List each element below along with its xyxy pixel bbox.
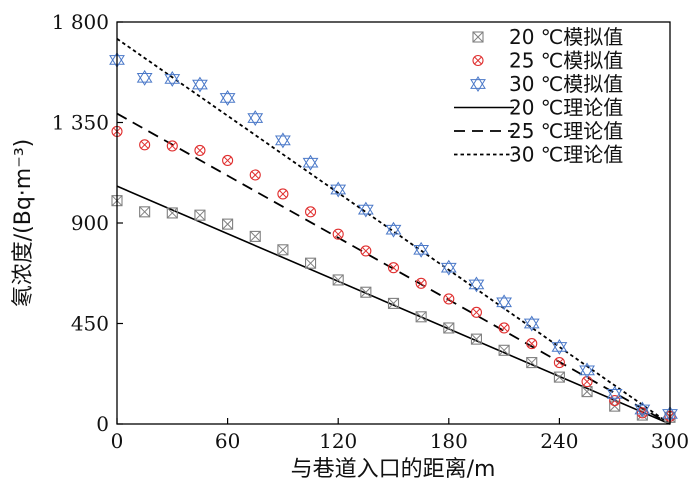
sim-point-0-14	[498, 344, 510, 356]
sim-point-1-2	[166, 140, 178, 152]
legend-label-4: 25 ℃理论值	[509, 119, 623, 143]
y-tick-label-3: 1 350	[52, 111, 109, 135]
x-tick-label-4: 240	[540, 429, 578, 453]
sim-point-0-10	[387, 297, 400, 309]
theory-line-2	[116, 38, 671, 425]
legend-marker-0	[472, 31, 484, 43]
sim-point-2-2	[164, 70, 181, 87]
sim-point-0-5	[249, 230, 261, 242]
sim-point-2-9	[357, 201, 374, 218]
legend-label-0: 20 ℃模拟值	[509, 25, 623, 49]
x-tick-label-5: 300	[651, 429, 689, 453]
sim-point-0-18	[609, 400, 621, 412]
sim-point-2-16	[551, 338, 568, 355]
legend-label-2: 30 ℃模拟值	[509, 72, 623, 96]
sim-point-1-13	[470, 306, 483, 318]
sim-point-2-17	[579, 362, 595, 379]
sim-point-2-6	[275, 132, 291, 149]
sim-point-0-16	[553, 371, 565, 383]
legend-marker-2	[470, 76, 486, 92]
y-tick-label-4: 1 800	[52, 10, 109, 34]
sim-point-1-7	[304, 206, 317, 218]
sim-point-2-7	[302, 154, 319, 171]
sim-point-0-7	[304, 257, 317, 269]
sim-point-1-1	[139, 139, 151, 151]
sim-point-0-4	[222, 218, 234, 230]
y-axis-label: 氡浓度/(Bq·m⁻³)	[11, 139, 36, 308]
sim-point-2-11	[413, 241, 430, 258]
sim-point-2-12	[440, 259, 457, 276]
sim-point-1-9	[360, 245, 372, 257]
simulated-points	[109, 52, 678, 423]
y-tick-label-0: 0	[96, 412, 109, 436]
y-axis-ticks: 0 450 900 1 350 1 800	[52, 10, 123, 436]
sim-point-1-10	[387, 262, 400, 274]
theory-line-1	[116, 112, 671, 425]
sim-point-2-18	[606, 385, 623, 402]
sim-point-0-8	[332, 274, 344, 286]
sim-point-1-12	[443, 293, 455, 305]
sim-point-0-15	[526, 357, 538, 369]
sim-point-0-9	[360, 286, 372, 298]
x-tick-label-1: 60	[215, 429, 240, 453]
legend-label-5: 30 ℃理论值	[509, 143, 623, 167]
sim-point-0-12	[443, 322, 455, 334]
sim-point-0-6	[277, 244, 289, 256]
theory-line-0	[116, 185, 671, 425]
sim-point-1-15	[526, 338, 538, 350]
x-axis-label: 与巷道入口的距离/m	[291, 457, 496, 482]
sim-point-1-3	[194, 144, 206, 156]
legend-label-3: 20 ℃理论值	[509, 96, 623, 120]
x-tick-label-2: 120	[319, 429, 357, 453]
x-tick-label-0: 0	[111, 429, 124, 453]
sim-point-2-8	[330, 181, 347, 198]
sim-point-2-19	[634, 401, 651, 418]
sim-point-1-19	[636, 407, 648, 419]
sim-point-2-3	[192, 76, 208, 93]
sim-point-1-8	[332, 228, 344, 240]
sim-point-1-14	[498, 322, 510, 334]
sim-point-1-6	[277, 188, 289, 200]
sim-point-2-5	[247, 110, 264, 126]
sim-point-2-14	[496, 294, 512, 311]
sim-point-2-13	[468, 276, 485, 293]
sim-point-0-11	[415, 311, 427, 323]
sim-point-1-5	[249, 169, 261, 181]
sim-point-2-4	[219, 89, 236, 106]
sim-point-0-13	[470, 333, 483, 345]
x-tick-label-3: 180	[430, 429, 468, 453]
sim-point-1-4	[222, 154, 234, 167]
legend-label-1: 25 ℃模拟值	[509, 49, 623, 73]
sim-point-2-1	[136, 69, 153, 86]
y-tick-label-2: 900	[71, 211, 109, 235]
sim-point-0-2	[166, 207, 178, 219]
sim-point-2-15	[523, 315, 540, 332]
sim-point-2-10	[385, 221, 402, 238]
x-axis-ticks: 0 60 120 180 240 300	[111, 418, 689, 453]
theoretical-lines	[116, 38, 671, 425]
legend-marker-1	[472, 54, 484, 67]
sim-point-0-1	[139, 206, 151, 218]
sim-point-1-11	[415, 277, 427, 289]
sim-point-0-3	[194, 209, 206, 221]
y-tick-label-1: 450	[71, 312, 109, 336]
sim-point-1-16	[553, 357, 565, 369]
